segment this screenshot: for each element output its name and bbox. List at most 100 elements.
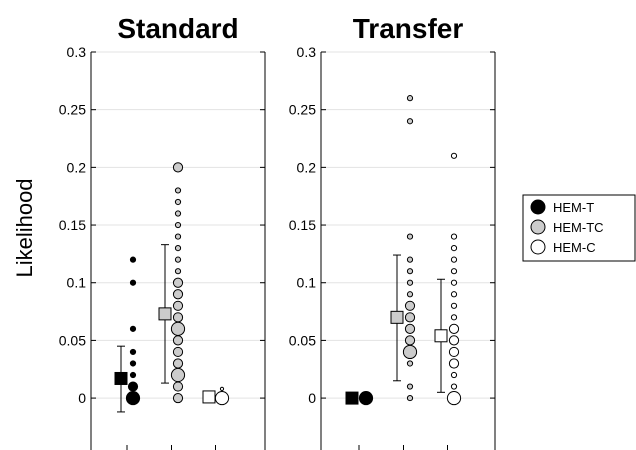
data-point [172, 358, 184, 369]
y-tick-label: 0 [78, 390, 86, 406]
data-point [127, 381, 139, 392]
legend-label: HEM-C [553, 240, 596, 255]
y-tick-label: 0 [308, 390, 316, 406]
data-point [172, 392, 184, 404]
data-point [406, 360, 414, 367]
data-point [170, 367, 186, 383]
data-point [214, 390, 230, 406]
data-point [450, 314, 458, 321]
data-point [406, 268, 414, 275]
y-tick-label: 0.15 [289, 217, 316, 233]
data-point [174, 245, 182, 252]
y-tick-label: 0.05 [289, 332, 316, 348]
mean-marker [390, 310, 404, 324]
legend-label: HEM-TC [553, 220, 604, 235]
data-point [172, 381, 184, 392]
data-point [406, 256, 414, 263]
data-point [174, 198, 182, 206]
data-point [129, 360, 137, 367]
data-point [450, 233, 458, 240]
data-point [450, 152, 458, 159]
data-point [404, 323, 416, 334]
series-hem-c [202, 386, 230, 406]
data-point [450, 279, 458, 286]
data-point [450, 245, 458, 252]
mean-marker [114, 371, 128, 385]
y-tick-label: 0.25 [289, 102, 316, 118]
data-point [170, 321, 186, 336]
data-point [406, 233, 414, 240]
data-point [174, 221, 182, 229]
data-point [450, 268, 458, 275]
y-axis-title: Likelihood [12, 178, 37, 277]
data-point [450, 302, 458, 309]
data-point [129, 256, 137, 263]
data-point [174, 256, 182, 263]
data-point [404, 312, 416, 323]
data-point [172, 312, 184, 323]
data-point [404, 300, 416, 311]
series-hem-t [114, 256, 141, 413]
data-point [172, 162, 184, 173]
data-point [448, 335, 460, 346]
data-point [406, 95, 414, 102]
y-tick-label: 0.25 [59, 102, 86, 118]
y-tick-label: 0.2 [297, 159, 317, 175]
data-point [406, 279, 414, 286]
data-point [174, 268, 182, 275]
data-point [404, 335, 416, 346]
data-point [125, 390, 141, 406]
data-point [406, 118, 414, 125]
panel-transfer: 0 0.05 0.1 0.15 0.2 0.25 0.3 Transfer [289, 13, 496, 450]
chart-legend: HEM-T HEM-TC HEM-C [522, 194, 636, 262]
y-tick-label: 0.3 [67, 44, 87, 60]
data-point [172, 277, 184, 288]
data-point [172, 346, 184, 358]
data-point [172, 300, 184, 311]
data-point [358, 390, 374, 406]
data-point [450, 256, 458, 263]
data-point [172, 289, 184, 300]
data-point [448, 358, 460, 369]
y-tick-label: 0.05 [59, 332, 86, 348]
data-point [174, 187, 182, 194]
data-point [174, 233, 182, 240]
series-hem-tc [158, 162, 186, 404]
data-point [406, 383, 414, 390]
mean-marker [434, 329, 448, 343]
data-point [129, 325, 137, 332]
data-point [402, 344, 418, 360]
data-point [129, 348, 137, 356]
data-point [219, 386, 225, 391]
y-tick-label: 0.3 [297, 44, 317, 60]
y-tick-label: 0.2 [67, 159, 87, 175]
data-point [406, 394, 414, 402]
data-point [129, 279, 137, 286]
mean-marker [158, 307, 172, 321]
y-tick-label: 0.1 [67, 275, 87, 291]
data-point [448, 346, 460, 358]
legend-marker [530, 199, 546, 215]
panel-standard: 0 0.05 0.1 0.15 0.2 0.25 0.3 Standard [59, 13, 266, 450]
legend-marker [530, 219, 546, 235]
mean-marker [345, 391, 359, 405]
y-tick-label: 0.15 [59, 217, 86, 233]
data-point [448, 323, 460, 334]
data-point [406, 291, 414, 298]
panel-title: Transfer [353, 13, 464, 44]
legend-marker [530, 239, 546, 255]
data-point [172, 335, 184, 346]
legend-items: HEM-T HEM-TC HEM-C [530, 199, 604, 255]
data-point [446, 390, 462, 406]
legend-label: HEM-T [553, 200, 594, 215]
y-tick-label: 0.1 [297, 275, 317, 291]
data-point [129, 371, 137, 379]
data-point [174, 210, 182, 217]
series-hem-t [345, 390, 374, 406]
series-hem-tc [390, 95, 418, 402]
panel-title: Standard [117, 13, 238, 44]
chart-panels: 0 0.05 0.1 0.15 0.2 0.25 0.3 Standard 0 0.05 0.1 0.… [59, 13, 496, 450]
mean-marker [202, 390, 216, 404]
data-point [450, 371, 458, 379]
